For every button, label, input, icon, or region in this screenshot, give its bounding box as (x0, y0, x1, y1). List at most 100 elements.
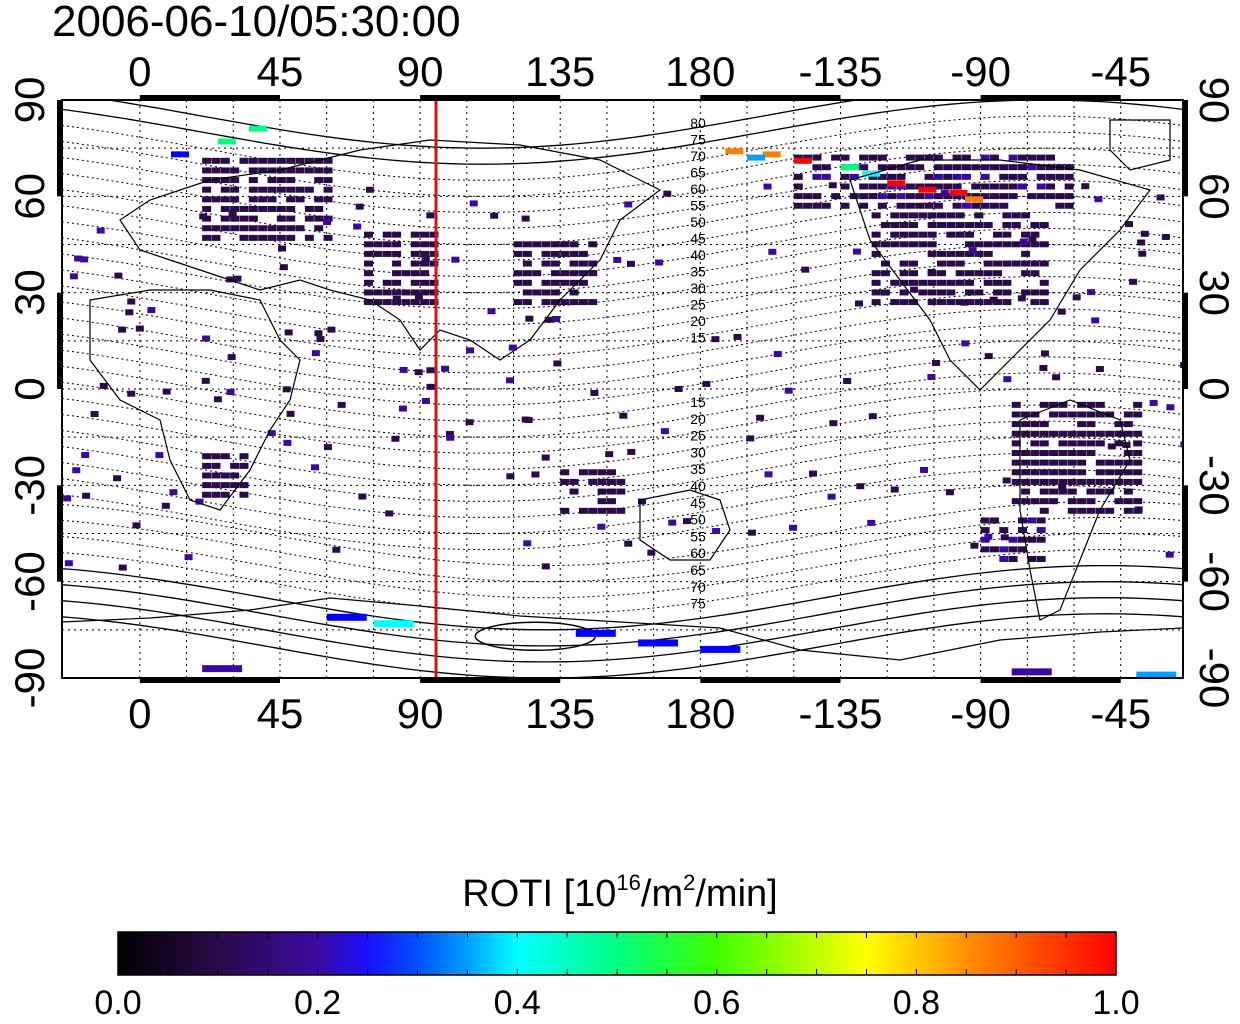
roti-cell (606, 488, 616, 495)
contour-label-north: 35 (690, 264, 706, 280)
roti-cell (1180, 362, 1183, 369)
roti-cell (937, 289, 947, 296)
roti-cell (1077, 421, 1087, 428)
roti-cell (211, 167, 221, 174)
roti-cell (1017, 517, 1027, 524)
roti-cell (655, 259, 664, 266)
roti-cell-high (918, 186, 937, 193)
contour-label-north: 75 (690, 132, 706, 148)
roti-cell (239, 462, 249, 469)
roti-cell (877, 173, 887, 180)
roti-cell (364, 231, 374, 238)
roti-cell (871, 231, 881, 238)
roti-cell (999, 193, 1009, 200)
roti-cell (829, 420, 838, 427)
roti-cell (248, 234, 258, 241)
roti-cell (267, 196, 277, 203)
roti-cell (943, 183, 953, 190)
roti-cell (980, 193, 990, 200)
roti-cell (525, 315, 534, 322)
roti-cell (1067, 430, 1077, 437)
roti-cell (937, 279, 947, 286)
roti-cell (364, 241, 374, 248)
roti-cell (1067, 459, 1077, 466)
roti-cell (364, 279, 374, 286)
colorbar-title-exponent-2: 2 (683, 870, 696, 895)
roti-cell (382, 279, 392, 286)
roti-cell (364, 270, 374, 277)
roti-cell (295, 225, 305, 232)
roti-cell (1011, 478, 1021, 485)
roti-cell (202, 205, 212, 212)
roti-cell (943, 193, 953, 200)
roti-cell (856, 483, 865, 490)
roti-cell (420, 241, 430, 248)
roti-cell (989, 154, 999, 161)
roti-cell-high (949, 189, 968, 196)
contour-label-south: 35 (690, 461, 706, 477)
frame-bar-bottom (980, 678, 1121, 683)
roti-cell (385, 510, 394, 517)
roti-cell (1123, 478, 1133, 485)
roti-cell (295, 167, 305, 174)
roti-cell (1030, 231, 1040, 238)
roti-cell (401, 270, 411, 277)
roti-cell (1039, 241, 1049, 248)
roti-cell (513, 241, 523, 248)
roti-cell (937, 212, 947, 219)
roti-cell (793, 154, 803, 161)
roti-cell (840, 202, 850, 209)
roti-cell (1039, 498, 1049, 505)
roti-cell (1027, 193, 1037, 200)
roti-cell (927, 299, 937, 306)
contour-label-south: 75 (690, 596, 706, 612)
frame-bar-top (420, 95, 561, 100)
bottom-longitude-label: 45 (257, 690, 304, 737)
roti-cell (64, 560, 73, 567)
bottom-longitude-label: 90 (397, 690, 444, 737)
roti-cell (314, 225, 324, 232)
roti-cell (1027, 555, 1037, 562)
roti-cell (908, 241, 918, 248)
roti-cell (202, 234, 212, 241)
left-latitude-label: -90 (6, 648, 53, 709)
roti-cell (1030, 450, 1040, 457)
roti-cell (323, 234, 333, 241)
contour-label-north: 50 (690, 214, 706, 230)
roti-cell (1021, 450, 1031, 457)
roti-cell (974, 299, 984, 306)
roti-cell (597, 507, 607, 514)
roti-cell (890, 279, 900, 286)
roti-cell (868, 173, 878, 180)
roti-cell (952, 202, 962, 209)
roti-cell-polar (638, 639, 679, 647)
roti-cell (1039, 440, 1049, 447)
roti-cell (868, 193, 878, 200)
roti-cell (550, 241, 560, 248)
roti-cell (1036, 183, 1046, 190)
roti-cell (1039, 260, 1049, 267)
roti-cell (1049, 488, 1059, 495)
roti-cell (773, 351, 782, 358)
roti-cell (1036, 164, 1046, 171)
roti-cell (392, 295, 401, 302)
roti-cell (915, 193, 925, 200)
roti-cell (332, 546, 341, 553)
roti-cell (220, 157, 230, 164)
roti-cell (420, 260, 430, 267)
roti-cell (803, 193, 813, 200)
roti-cell (1095, 469, 1105, 476)
roti-cell (1107, 443, 1116, 450)
roti-cell (896, 164, 906, 171)
contour-line (62, 468, 1183, 535)
roti-cell (522, 260, 532, 267)
contour-label-south: 45 (690, 495, 706, 511)
roti-cell (569, 478, 579, 485)
right-latitude-label: 90 (1191, 77, 1238, 124)
roti-cell (392, 289, 402, 296)
contour-line (62, 549, 1183, 615)
roti-cell (276, 177, 286, 184)
top-longitude-label: 90 (397, 48, 444, 95)
roti-cell (960, 299, 969, 306)
roti-cell (896, 183, 906, 190)
